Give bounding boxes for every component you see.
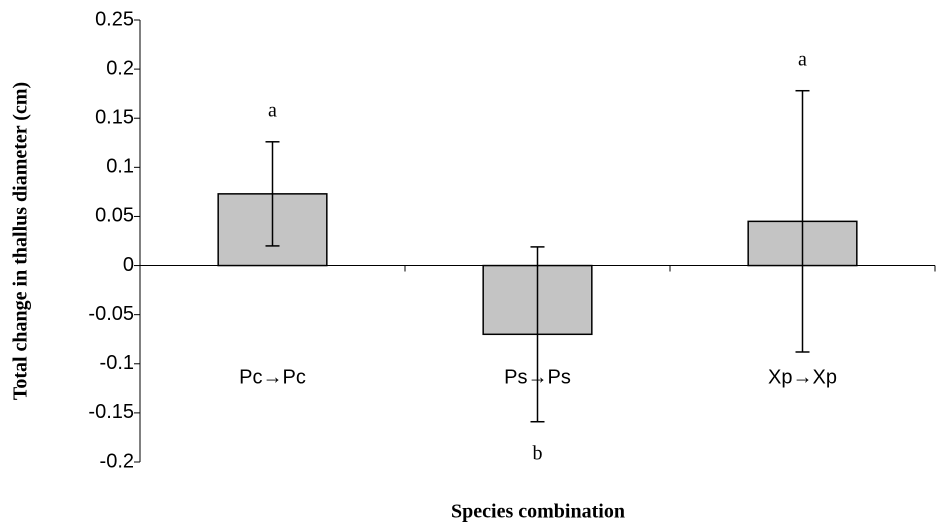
y-tick-label: 0.1 [106, 156, 134, 178]
y-tick-label: 0.25 [95, 8, 134, 30]
annotation: a [798, 48, 807, 70]
annotation: b [533, 442, 543, 464]
y-tick-label: -0.05 [88, 303, 134, 325]
x-tick-label: Xp→Xp [768, 366, 837, 388]
y-axis-title: Total change in thallus diameter (cm) [10, 82, 32, 400]
x-axis-title: Species combination [451, 501, 625, 523]
y-tick-label: -0.15 [88, 401, 134, 423]
y-tick-label: 0 [123, 254, 134, 276]
y-tick-label: 0.2 [106, 57, 134, 79]
y-tick-label: -0.2 [100, 450, 134, 472]
y-tick-label: -0.1 [100, 352, 134, 374]
y-tick-label: 0.15 [95, 107, 134, 129]
x-tick-label: Pc→Pc [239, 366, 306, 388]
y-tick-label: 0.05 [95, 205, 134, 227]
annotation: a [268, 99, 277, 121]
x-tick-label: Ps→Ps [504, 366, 571, 388]
